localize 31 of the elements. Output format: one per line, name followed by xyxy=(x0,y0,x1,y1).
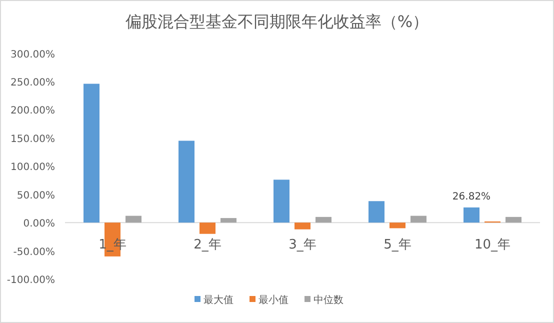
y-tick-label: -50.00% xyxy=(13,246,55,258)
y-tick-label: 250.00% xyxy=(10,78,55,89)
bar xyxy=(368,201,384,223)
bar xyxy=(220,218,236,223)
legend-label: 最小值 xyxy=(258,294,288,306)
legend-label: 最大值 xyxy=(204,294,234,306)
y-tick-label: 200.00% xyxy=(10,106,55,117)
bar xyxy=(178,140,194,223)
bar xyxy=(410,216,426,223)
x-tick-label: 10_年 xyxy=(474,238,511,253)
y-tick-label: 300.00% xyxy=(10,49,55,60)
y-tick-label: 0.00% xyxy=(23,218,55,230)
x-tick-label: 3_年 xyxy=(288,238,316,253)
y-tick-label: 100.00% xyxy=(10,162,55,174)
y-tick-label: 150.00% xyxy=(10,134,55,145)
bar xyxy=(126,216,142,223)
bar xyxy=(464,207,480,223)
legend-label: 中位数 xyxy=(314,294,344,306)
bar xyxy=(84,84,100,223)
x-tick-label: 5_年 xyxy=(384,238,412,253)
chart-title: 偏股混合型基金不同期限年化收益率（%） xyxy=(125,12,429,31)
bar xyxy=(200,222,216,234)
y-tick-label: 50.00% xyxy=(16,190,55,202)
y-tick-label: -100.00% xyxy=(6,275,55,286)
bar xyxy=(390,222,406,228)
x-tick-label: 2_年 xyxy=(194,238,222,253)
bar xyxy=(294,222,310,230)
bar xyxy=(274,180,290,223)
bar xyxy=(506,216,522,223)
data-label: 26.82% xyxy=(452,191,491,202)
bar xyxy=(316,216,332,223)
